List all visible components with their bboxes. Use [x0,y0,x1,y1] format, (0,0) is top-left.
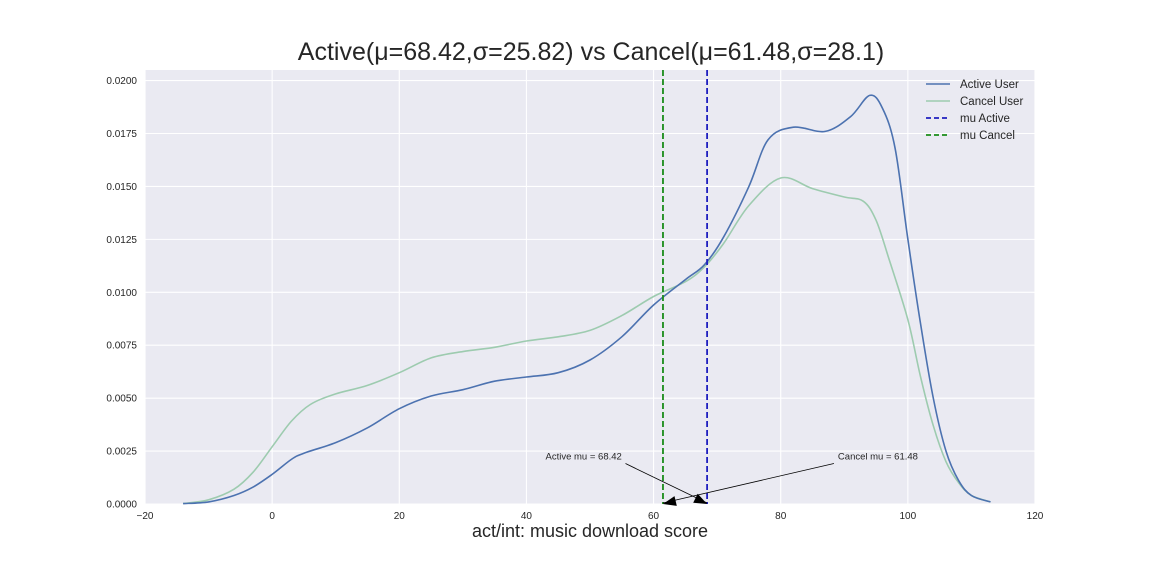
legend-label-cancel-user: Cancel User [960,96,1023,108]
x-axis-label: act/int: music download score [471,521,709,541]
x-tick-label: 80 [775,511,787,522]
y-tick-label: 0.0125 [106,235,137,246]
y-tick-label: 0.0100 [106,288,137,299]
y-tick-label: 0.0025 [106,447,137,458]
cancel-user-density-line [182,176,991,505]
x-tick-label: 60 [648,511,660,522]
annotation-arrow-line [662,463,835,504]
x-tick-label: 20 [394,511,406,522]
plot-area [145,70,1035,504]
x-tick-label: 0 [269,511,275,522]
x-tick-label: 40 [521,511,533,522]
annotation-label: Cancel mu = 61.48 [838,452,918,463]
legend-label-mu-cancel: mu Cancel [960,130,1015,142]
annotation-arrowhead [693,493,708,504]
y-tick-label: 0.0200 [106,76,137,87]
legend-label-mu-active: mu Active [960,113,1010,125]
x-tick-label: −20 [137,511,154,522]
annotation-layer: Active mu = 68.42 Cancel mu = 61.48 [546,452,918,506]
y-tick-label: 0.0150 [106,182,137,193]
y-tick-label: 0.0000 [106,500,137,511]
chart-title: Active(μ=68.42,σ=25.82) vs Cancel(μ=61.4… [297,38,885,66]
annotation-arrowhead [663,496,677,506]
active-user-density-line [183,94,991,505]
ticks-layer: −20 0 20 40 60 80 100 120 0.0000 0.0025 0.0050 0.00… [106,76,1043,522]
annotation-arrow-line [625,463,708,504]
legend-label-active-user: Active User [960,79,1019,91]
x-tick-label: 100 [900,511,917,522]
series-layer [182,70,991,505]
x-tick-label: 120 [1027,511,1044,522]
grid-layer [144,70,1036,505]
y-tick-label: 0.0075 [106,341,137,352]
y-tick-label: 0.0175 [106,129,137,140]
annotation-label: Active mu = 68.42 [546,452,622,463]
legend: Active User Cancel User mu Active mu Cancel [926,79,1023,142]
y-tick-label: 0.0050 [106,394,137,405]
